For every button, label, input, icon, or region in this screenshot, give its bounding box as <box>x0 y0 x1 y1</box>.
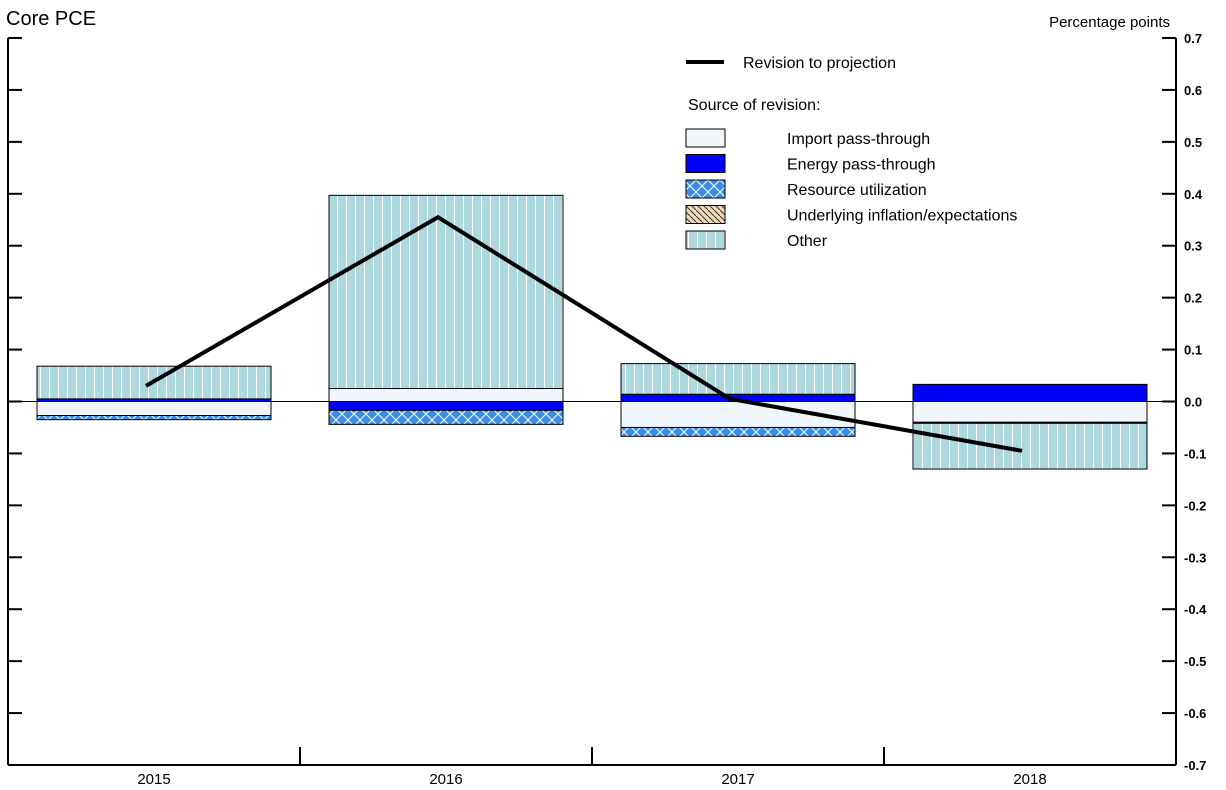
y-tick-label: 0.7 <box>1184 31 1202 46</box>
legend-label-other: Other <box>787 233 828 250</box>
y-tick-label: -0.3 <box>1184 550 1206 565</box>
x-tick-label-2017: 2017 <box>721 771 754 788</box>
x-tick-label-2018: 2018 <box>1013 771 1046 788</box>
revision-line-layer <box>144 214 1023 453</box>
legend-label-revision-to-projection: Revision to projection <box>743 55 896 72</box>
legend-swatch-energy-pass-through <box>685 154 726 173</box>
legend-label-underlying-inflation-expectations: Underlying inflation/expectations <box>787 208 1017 225</box>
legend: Revision to projection Source of revision… <box>685 55 1017 250</box>
legend-swatch-resource-utilization <box>685 179 726 199</box>
y-tick-label: -0.6 <box>1184 706 1206 721</box>
bar-2017-resource-utilization <box>620 426 856 437</box>
chart-title: Core PCE <box>6 8 96 30</box>
bar-2018-other <box>912 422 1148 470</box>
y-tick-label: 0.4 <box>1184 187 1203 202</box>
bar-2018-import-pass-through <box>912 401 1148 423</box>
y-tick-label: 0.2 <box>1184 291 1202 306</box>
y-tick-label: -0.4 <box>1184 602 1207 617</box>
bar-2015-import-pass-through <box>36 401 272 417</box>
x-tick-label-2016: 2016 <box>429 771 462 788</box>
bar-2016-resource-utilization <box>328 409 564 425</box>
bar-2017-other <box>620 363 856 395</box>
revision-to-projection-line <box>144 214 1023 453</box>
bar-2018-energy-pass-through <box>912 383 1148 403</box>
legend-label-energy-pass-through: Energy pass-through <box>787 157 936 174</box>
x-tick-label-2015: 2015 <box>137 771 170 788</box>
y-tick-label: -0.5 <box>1184 654 1206 669</box>
legend-swatch-underlying-inflation-expectations <box>685 205 726 224</box>
legend-subtitle: Source of revision: <box>688 97 821 114</box>
y-axis-label: Percentage points <box>1049 14 1170 31</box>
bar-2016-other <box>328 194 564 390</box>
y-tick-label: 0.0 <box>1184 395 1202 410</box>
y-tick-label: 0.1 <box>1184 343 1202 358</box>
bar-2016-import-pass-through <box>328 388 564 402</box>
legend-swatch-import-pass-through <box>685 128 726 148</box>
y-tick-label: 0.6 <box>1184 83 1202 98</box>
bars-layer <box>36 194 1148 470</box>
legend-label-import-pass-through: Import pass-through <box>787 131 930 148</box>
legend-swatch-other <box>685 230 726 250</box>
y-tick-label: 0.5 <box>1184 135 1202 150</box>
bar-2015-resource-utilization <box>36 415 272 421</box>
bar-2016-energy-pass-through <box>328 401 564 411</box>
y-tick-label: -0.1 <box>1184 446 1206 461</box>
legend-label-resource-utilization: Resource utilization <box>787 182 927 199</box>
y-tick-label: 0.3 <box>1184 239 1202 254</box>
axes-layer: 0.7 0.6 0.5 0.4 0.3 0.2 0.1 0.0 -0.1 -0.2 -0.3 -0.4… <box>7 31 1207 788</box>
y-tick-label: -0.2 <box>1184 498 1206 513</box>
y-tick-label: -0.7 <box>1184 758 1206 773</box>
